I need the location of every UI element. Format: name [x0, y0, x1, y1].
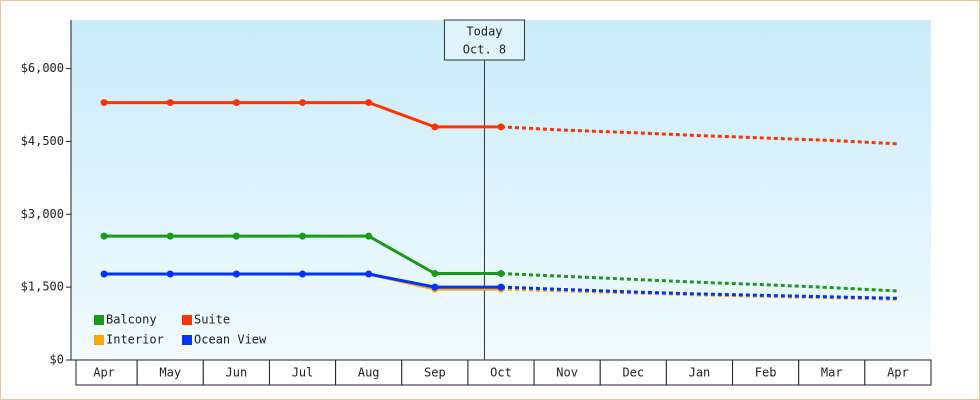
plot-area: [71, 20, 931, 360]
price-point: [431, 283, 439, 291]
forecast-line: [500, 125, 898, 146]
y-tick-label: $3,000: [21, 207, 64, 221]
legend-swatch: [182, 335, 192, 345]
x-tick-label: Jun: [226, 366, 248, 380]
price-point: [431, 123, 439, 131]
price-point: [365, 270, 373, 278]
price-point: [100, 270, 108, 278]
price-point: [431, 270, 439, 278]
price-point: [299, 99, 307, 107]
price-point: [497, 283, 505, 291]
legend-swatch: [94, 315, 104, 325]
price-point: [365, 232, 373, 240]
x-tick-label: Oct: [490, 366, 512, 380]
x-tick-box: [665, 359, 734, 386]
x-tick-label: Jan: [689, 366, 711, 380]
legend-label: Suite: [194, 313, 230, 327]
legend-swatch: [182, 315, 192, 325]
legend-label: Ocean View: [194, 333, 267, 347]
price-point: [166, 232, 174, 240]
price-point: [365, 99, 373, 107]
y-tick-label: $0: [50, 353, 64, 367]
price-point: [232, 99, 240, 107]
forecast-line: [500, 285, 898, 300]
today-date: Oct. 8: [463, 43, 506, 57]
price-point: [232, 232, 240, 240]
legend-label: Interior: [106, 333, 164, 347]
x-tick-box: [136, 359, 204, 386]
x-tick-box: [268, 359, 337, 386]
today-box: [443, 19, 525, 61]
x-tick-box: [533, 359, 601, 386]
x-tick-box: [864, 359, 932, 386]
x-tick-box: [798, 359, 866, 386]
x-tick-label: Feb: [755, 366, 777, 380]
price-point: [497, 270, 505, 278]
x-tick-label: Sep: [424, 366, 446, 380]
x-tick-label: Apr: [93, 366, 115, 380]
legend-label: Balcony: [106, 313, 157, 327]
x-tick-label: Mar: [821, 366, 843, 380]
x-tick-label: May: [159, 366, 181, 380]
legend-swatch: [94, 335, 104, 345]
x-tick-box: [202, 359, 270, 386]
x-tick-label: Jul: [292, 366, 314, 380]
y-tick-label: $4,500: [21, 134, 64, 148]
price-point: [232, 270, 240, 278]
price-point: [299, 232, 307, 240]
x-tick-box: [75, 359, 138, 386]
forecast-line: [500, 272, 898, 293]
price-point: [166, 99, 174, 107]
x-tick-label: Apr: [887, 366, 909, 380]
price-point: [299, 270, 307, 278]
y-tick-label: $1,500: [21, 280, 64, 294]
x-tick-label: Nov: [556, 366, 578, 380]
price-point: [497, 123, 505, 131]
x-tick-box: [335, 359, 403, 386]
x-tick-label: Aug: [358, 366, 380, 380]
price-point: [100, 232, 108, 240]
today-title: Today: [466, 25, 502, 39]
y-tick-label: $6,000: [21, 61, 64, 75]
x-tick-label: Dec: [622, 366, 644, 380]
price-point: [100, 99, 108, 107]
price-point: [166, 270, 174, 278]
